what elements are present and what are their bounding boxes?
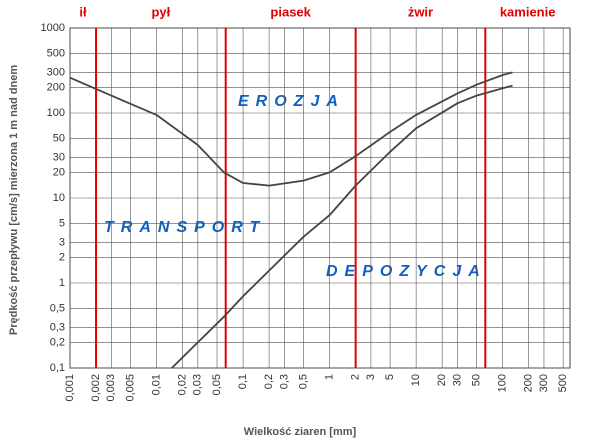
x-tick-label: 0,02 <box>176 374 188 395</box>
x-tick-label: 0,003 <box>105 374 117 402</box>
y-tick-label: 0,3 <box>50 321 65 333</box>
x-tick-label: 0,03 <box>192 374 204 395</box>
y-tick-label: 30 <box>53 151 65 163</box>
zone-label: ił <box>79 4 87 19</box>
zone-label: żwir <box>408 4 433 19</box>
y-tick-label: 0,2 <box>50 336 65 348</box>
y-tick-label: 0,1 <box>50 362 65 374</box>
x-tick-label: 0,01 <box>150 374 162 395</box>
y-tick-label: 0,5 <box>50 302 65 314</box>
x-tick-label: 3 <box>365 374 377 380</box>
x-tick-label: 10 <box>410 374 422 386</box>
x-tick-label: 2 <box>350 374 362 380</box>
curve <box>171 84 513 369</box>
x-tick-label: 0,05 <box>211 374 223 395</box>
x-tick-label: 5 <box>384 374 396 380</box>
x-tick-label: 300 <box>538 374 550 392</box>
x-tick-label: 0,3 <box>278 374 290 389</box>
x-tick-label: 0,5 <box>297 374 309 389</box>
y-tick-label: 300 <box>47 66 65 78</box>
zone-label: piasek <box>270 4 311 19</box>
transport-label: TRANSPORT <box>104 219 266 236</box>
curve <box>69 71 513 187</box>
x-tick-label: 30 <box>451 374 463 386</box>
x-tick-label: 500 <box>557 374 569 392</box>
y-axis-title: Prędkość przepływu [cm/s] mierzona 1 m n… <box>8 65 20 335</box>
y-tick-label: 20 <box>53 166 65 178</box>
y-tick-label: 1 <box>59 277 65 289</box>
x-tick-label: 0,2 <box>263 374 275 389</box>
x-tick-label: 0,002 <box>90 374 102 402</box>
y-tick-label: 50 <box>53 132 65 144</box>
y-tick-label: 3 <box>59 236 65 248</box>
y-tick-label: 200 <box>47 81 65 93</box>
x-tick-label: 0,005 <box>124 374 136 402</box>
x-tick-label: 0,1 <box>237 374 249 389</box>
y-tick-label: 10 <box>53 192 65 204</box>
x-tick-label: 20 <box>436 374 448 386</box>
zone-label: kamienie <box>500 4 556 19</box>
x-axis-title: Wielkość ziaren [mm] <box>244 426 357 438</box>
deposition-label: DEPOZYCJA <box>326 263 487 280</box>
x-tick-label: 50 <box>471 374 483 386</box>
y-tick-label: 2 <box>59 251 65 263</box>
erosion-label: EROZJA <box>238 93 345 110</box>
y-tick-label: 1000 <box>41 22 65 34</box>
y-tick-label: 5 <box>59 217 65 229</box>
y-tick-label: 500 <box>47 47 65 59</box>
x-tick-label: 100 <box>497 374 509 392</box>
y-tick-label: 100 <box>47 107 65 119</box>
x-tick-label: 0,001 <box>64 374 76 402</box>
x-tick-label: 200 <box>523 374 535 392</box>
zone-label: pył <box>151 4 170 19</box>
x-tick-label: 1 <box>324 374 336 380</box>
